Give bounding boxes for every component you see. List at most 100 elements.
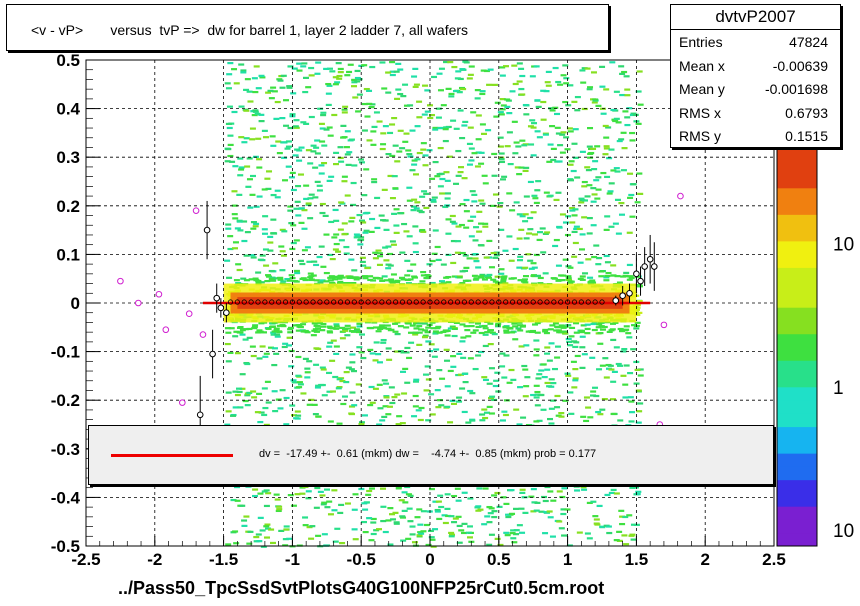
y-tick-label: -0.4 — [51, 488, 81, 507]
hist-cell — [242, 338, 249, 341]
hist-cell — [555, 264, 562, 267]
hist-cell — [603, 254, 610, 258]
hist-cell — [550, 158, 557, 162]
hist-cell — [389, 240, 396, 243]
hist-cell — [253, 535, 260, 539]
hist-cell — [383, 228, 390, 231]
hist-cell — [426, 263, 433, 266]
profile-point — [660, 321, 668, 329]
hist-cell — [245, 185, 252, 188]
hist-cell — [537, 231, 544, 234]
hist-cell — [404, 274, 411, 277]
profile-marker — [489, 299, 495, 305]
hist-cell — [574, 109, 581, 112]
hist-cell — [442, 205, 449, 209]
hist-cell — [535, 105, 542, 108]
hist-cell — [531, 194, 538, 197]
hist-cell — [470, 215, 477, 218]
hist-cell — [370, 517, 377, 521]
hist-cell — [431, 196, 438, 199]
hist-cell — [430, 198, 437, 202]
hist-cell — [443, 60, 450, 64]
hist-cell — [515, 327, 522, 330]
hist-cell — [311, 322, 318, 325]
hist-cell — [467, 219, 474, 222]
hist-cell — [637, 368, 644, 371]
hist-cell — [394, 393, 401, 396]
hist-cell — [363, 87, 370, 91]
hist-cell — [504, 105, 511, 108]
hist-cell — [527, 228, 534, 231]
hist-cell — [238, 63, 245, 66]
hist-cell — [567, 281, 574, 285]
hist-cell — [610, 488, 617, 492]
hist-cell — [352, 538, 359, 541]
hist-cell — [471, 152, 478, 155]
hist-cell — [556, 520, 563, 523]
hist-cell — [344, 324, 351, 327]
hist-cell — [372, 257, 379, 260]
hist-cell — [313, 279, 320, 282]
hist-cell — [343, 380, 350, 384]
hist-cell — [338, 201, 345, 204]
hist-cell — [471, 193, 478, 196]
hist-cell — [271, 390, 278, 393]
hist-cell — [290, 92, 297, 95]
hist-cell — [522, 281, 529, 284]
hist-cell — [574, 176, 581, 179]
hist-cell — [523, 166, 530, 169]
hist-cell — [622, 274, 629, 277]
hist-cell — [293, 126, 300, 129]
hist-cell — [326, 84, 333, 87]
hist-cell — [475, 138, 482, 141]
hist-cell — [302, 90, 309, 94]
hist-cell — [506, 381, 513, 384]
hist-cell — [360, 356, 367, 360]
hist-cell — [486, 405, 493, 409]
hist-cell — [563, 484, 570, 487]
hist-cell — [436, 517, 443, 521]
hist-cell — [373, 111, 380, 114]
hist-cell — [593, 244, 600, 247]
hist-cell — [613, 167, 620, 170]
hist-cell — [485, 276, 492, 279]
hist-cell — [327, 341, 334, 344]
hist-cell — [452, 517, 459, 520]
hist-cell — [399, 422, 406, 425]
hist-cell — [380, 338, 387, 342]
hist-cell — [595, 263, 602, 266]
hist-cell — [499, 66, 506, 69]
hist-cell — [475, 325, 482, 329]
hist-cell — [457, 171, 464, 174]
hist-cell — [503, 502, 510, 506]
hist-cell — [488, 367, 495, 370]
hist-cell — [633, 327, 640, 330]
hist-cell — [290, 379, 297, 382]
hist-cell — [284, 147, 291, 150]
hist-cell — [395, 62, 402, 65]
hist-cell — [630, 112, 637, 115]
hist-cell — [308, 193, 315, 196]
hist-cell — [439, 192, 446, 195]
hist-cell — [407, 155, 414, 158]
hist-cell — [615, 232, 622, 235]
hist-cell — [459, 270, 466, 273]
hist-cell — [312, 196, 319, 199]
hist-cell — [361, 275, 368, 278]
hist-cell — [307, 272, 314, 275]
hist-cell — [326, 371, 333, 375]
hist-cell — [534, 274, 541, 277]
stats-value: -0.00639 — [772, 57, 828, 74]
hist-cell — [532, 323, 539, 326]
hist-cell — [396, 415, 403, 418]
hist-cell — [604, 274, 611, 278]
hist-cell — [455, 515, 462, 518]
hist-cell — [350, 281, 357, 285]
hist-cell — [534, 404, 541, 407]
hist-cell — [547, 516, 554, 519]
profile-marker — [496, 299, 502, 305]
hist-cell — [273, 493, 280, 496]
hist-cell — [358, 333, 365, 336]
hist-cell — [591, 101, 598, 104]
hist-cell — [301, 227, 308, 230]
